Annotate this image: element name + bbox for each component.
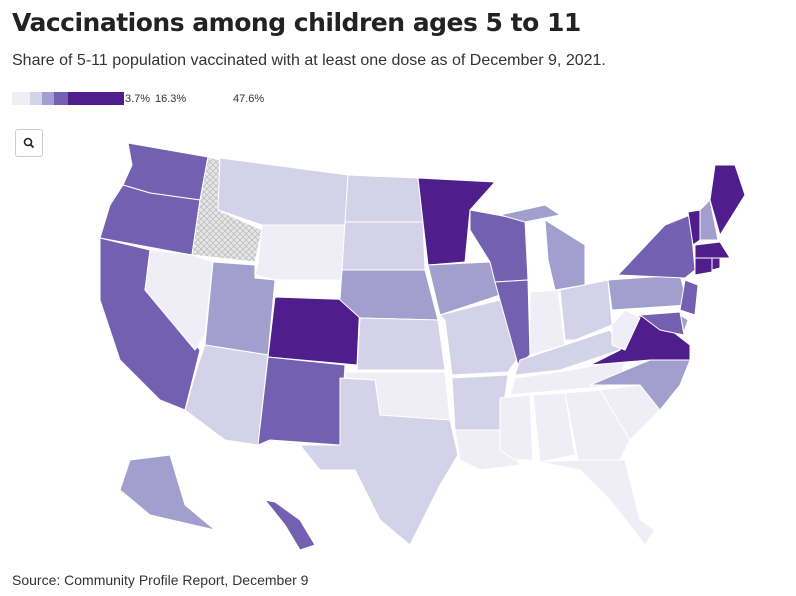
state xyxy=(539,459,656,546)
state xyxy=(356,317,446,371)
title: Vaccinations among children ages 5 to 11 xyxy=(12,8,581,37)
legend-swatch xyxy=(30,92,42,105)
state xyxy=(711,257,721,271)
state xyxy=(341,221,426,271)
search-icon xyxy=(23,137,35,149)
state xyxy=(559,279,613,341)
state xyxy=(267,296,361,366)
state xyxy=(607,274,689,311)
state xyxy=(679,279,699,316)
state xyxy=(339,269,439,321)
state xyxy=(564,389,631,461)
legend-label: 47.6% xyxy=(233,93,264,105)
state xyxy=(217,157,349,226)
legend-swatch xyxy=(42,92,54,105)
state xyxy=(264,499,316,551)
state xyxy=(532,392,576,463)
state xyxy=(617,214,696,279)
legend: 3.7% 16.3% 47.6% xyxy=(12,92,264,105)
legend-swatch xyxy=(54,92,68,105)
legend-label: 3.7% xyxy=(125,93,150,105)
state xyxy=(144,249,214,351)
search-button[interactable] xyxy=(15,129,43,157)
state xyxy=(257,356,346,446)
state xyxy=(544,219,586,291)
state xyxy=(299,377,459,546)
legend-swatch xyxy=(68,92,124,105)
state xyxy=(119,454,216,531)
state xyxy=(529,289,566,356)
legend-swatch xyxy=(12,92,30,105)
state xyxy=(344,174,424,223)
state xyxy=(184,344,269,446)
legend-label: 16.3% xyxy=(155,93,186,105)
state xyxy=(499,394,534,461)
state xyxy=(694,241,731,259)
state xyxy=(499,204,561,223)
state xyxy=(611,309,641,351)
source-note: Source: Community Profile Report, Decemb… xyxy=(12,572,309,588)
map: 3.7% 16.3% 47.6% xyxy=(12,92,746,551)
subtitle: Share of 5-11 population vaccinated with… xyxy=(12,52,606,69)
state xyxy=(417,177,496,266)
state xyxy=(694,257,713,276)
state xyxy=(639,311,685,336)
state xyxy=(699,199,719,241)
state xyxy=(254,224,346,281)
state xyxy=(709,164,746,236)
